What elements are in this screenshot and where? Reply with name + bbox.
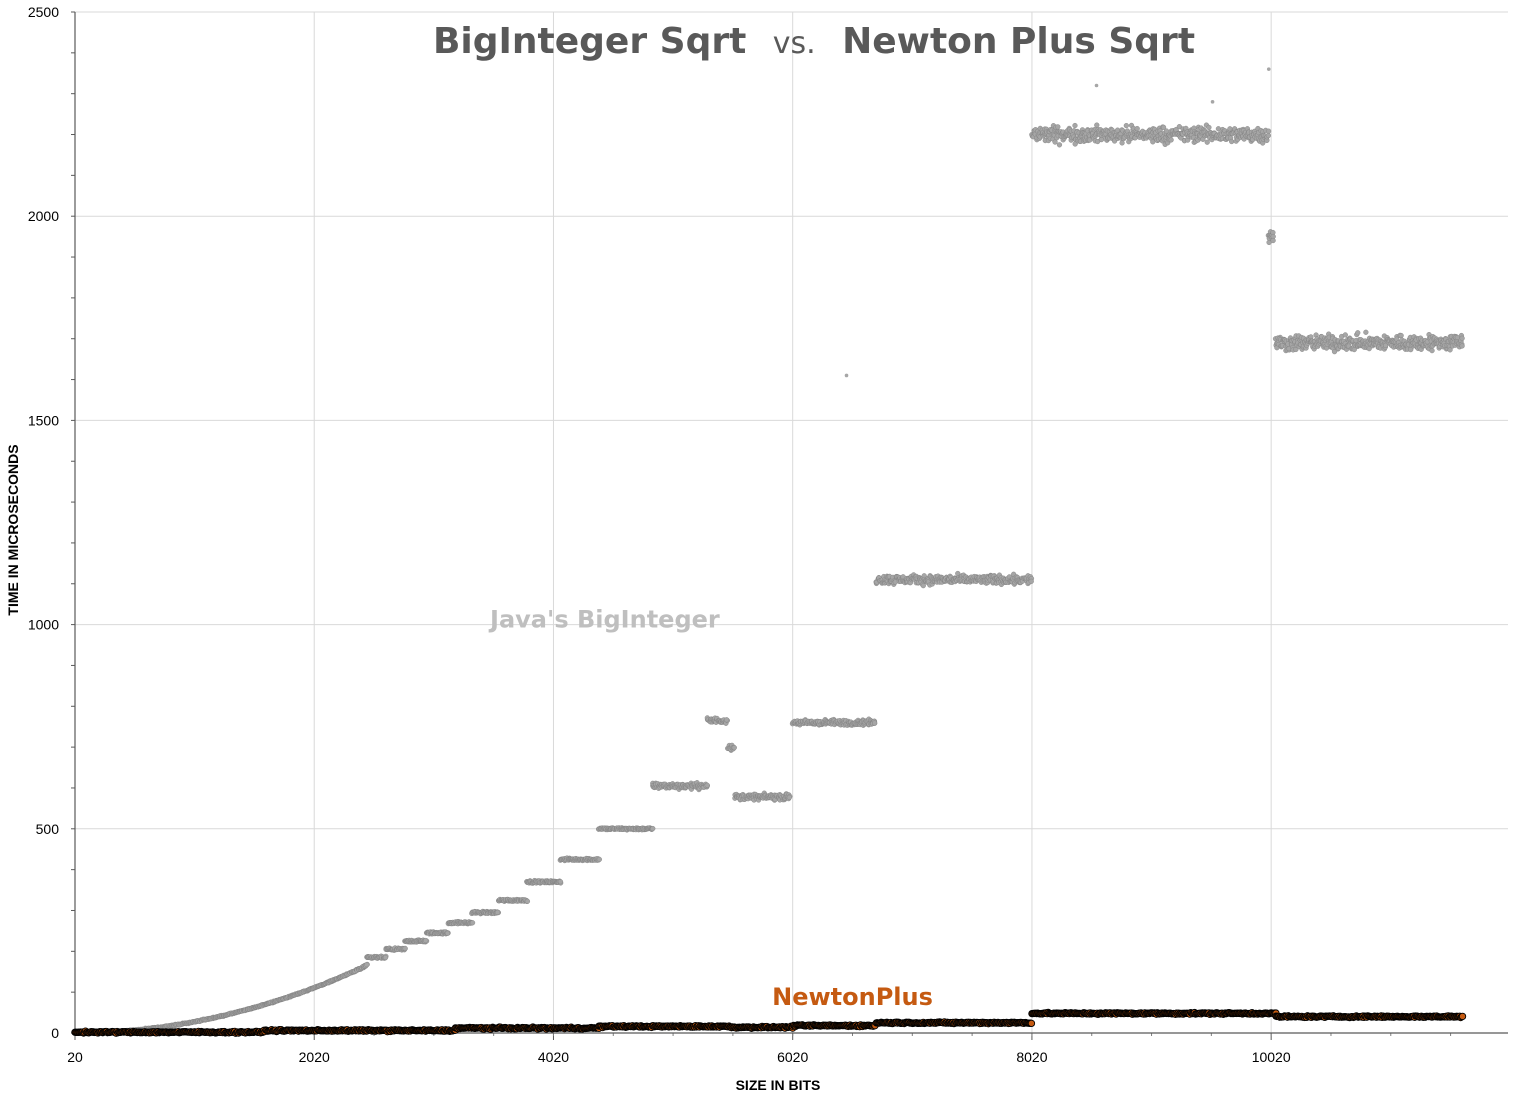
x-tick-label: 6020 [777, 1049, 808, 1065]
y-tick-label: 1000 [28, 617, 59, 633]
x-tick-label: 10020 [1252, 1049, 1291, 1065]
biginteger-point [1204, 139, 1210, 145]
biginteger-point [1459, 343, 1465, 349]
biginteger-point [1206, 124, 1212, 131]
biginteger-point [1072, 122, 1078, 129]
biginteger-point [1408, 347, 1414, 353]
biginteger-point [382, 954, 389, 961]
biginteger-point [495, 909, 501, 915]
series-newtonplus-points [71, 1008, 1467, 1037]
biginteger-point [1055, 124, 1061, 130]
biginteger-point [1429, 348, 1435, 354]
biginteger-point [423, 937, 429, 944]
series-label-newtonplus: NewtonPlus [772, 983, 933, 1011]
x-axis-label: SIZE IN BITS [736, 1077, 821, 1093]
biginteger-point [1134, 126, 1140, 132]
y-tick-label: 2000 [28, 208, 59, 224]
axes [71, 11, 1508, 1040]
biginteger-point [1459, 335, 1465, 341]
newtonplus-point [1458, 1012, 1467, 1021]
biginteger-point [1028, 578, 1034, 584]
biginteger-point [596, 856, 602, 863]
y-tick-label: 1500 [28, 412, 59, 428]
biginteger-point [1342, 332, 1348, 338]
x-tick-labels: 20 2020 4020 6020 8020 10020 [67, 1049, 1291, 1065]
biginteger-point [871, 720, 878, 726]
y-axis-label: TIME IN MICROSECONDS [5, 444, 21, 615]
biginteger-point [364, 962, 370, 968]
biginteger-point [1398, 332, 1404, 339]
biginteger-point [1363, 329, 1369, 335]
biginteger-point [786, 794, 792, 800]
biginteger-point [1123, 123, 1129, 129]
biginteger-point [1265, 128, 1272, 134]
biginteger-point [1270, 237, 1276, 244]
biginteger-point [704, 782, 710, 788]
biginteger-outlier-point [1266, 67, 1271, 71]
title-part-2: vs. [773, 26, 816, 61]
x-tick-label: 20 [67, 1049, 83, 1065]
biginteger-outlier-point [1094, 83, 1099, 88]
biginteger-point [1229, 138, 1235, 145]
biginteger-point [1094, 122, 1100, 128]
series-label-biginteger: Java's BigInteger [488, 606, 720, 634]
newtonplus-point [1027, 1019, 1036, 1028]
biginteger-point [650, 825, 656, 832]
biginteger-point [1355, 330, 1361, 336]
biginteger-point [1215, 126, 1222, 132]
biginteger-point [444, 930, 451, 936]
grid-lines [75, 11, 1508, 1033]
biginteger-point [724, 717, 730, 723]
biginteger-point [1119, 140, 1125, 146]
x-tick-label: 4020 [538, 1049, 569, 1065]
biginteger-outlier-point [1210, 100, 1215, 104]
biginteger-point [524, 898, 531, 904]
y-tick-label: 2500 [28, 4, 59, 20]
y-tick-label: 500 [36, 821, 60, 837]
biginteger-point [1056, 142, 1063, 148]
chart-title: BigInteger Sqrt vs. Newton Plus Sqrt [433, 21, 1195, 62]
biginteger-point [731, 745, 737, 751]
x-tick-label: 2020 [299, 1049, 330, 1065]
series-biginteger-points [72, 67, 1465, 1036]
x-tick-label: 8020 [1016, 1049, 1047, 1065]
title-part-1: BigInteger Sqrt [433, 21, 746, 62]
biginteger-point [920, 583, 926, 589]
biginteger-point [402, 945, 408, 952]
y-tick-labels: 0 500 1000 1500 2000 2500 [28, 4, 59, 1041]
biginteger-point [1265, 132, 1271, 139]
biginteger-point [557, 879, 564, 885]
title-part-3: Newton Plus Sqrt [842, 21, 1195, 62]
biginteger-point [469, 920, 476, 926]
biginteger-point [1168, 137, 1174, 143]
biginteger-point [1052, 139, 1058, 145]
biginteger-outlier-point [844, 373, 849, 378]
y-tick-label: 0 [51, 1025, 59, 1041]
